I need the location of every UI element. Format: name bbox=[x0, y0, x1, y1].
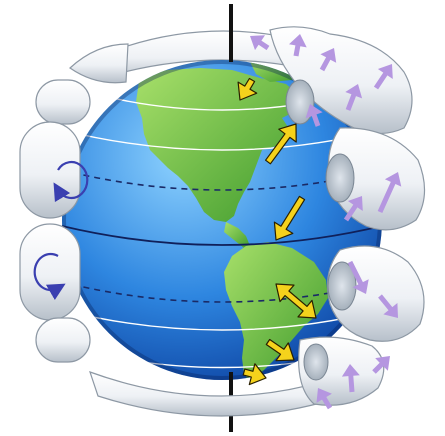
surface-wind-arrows bbox=[237, 77, 317, 386]
rotation-arrow bbox=[33, 252, 66, 301]
circulation-cell bbox=[35, 317, 91, 363]
circulation-arrow bbox=[289, 34, 307, 57]
wind-arrow bbox=[265, 123, 297, 165]
circulation-cell bbox=[69, 43, 129, 84]
circulation-arrow bbox=[372, 356, 390, 374]
circulation-cell bbox=[19, 223, 81, 321]
circulation-arrow bbox=[373, 64, 393, 90]
wind-arrow bbox=[273, 195, 306, 241]
circulation-arrow bbox=[345, 84, 363, 111]
circulation-arrow bbox=[378, 294, 398, 318]
circulation-arrow bbox=[250, 35, 270, 51]
circulation-arrow bbox=[343, 196, 363, 222]
circulation-arrow bbox=[305, 104, 323, 127]
central-america-landmass bbox=[224, 222, 250, 248]
north-america-landmass bbox=[136, 68, 300, 222]
circulation-arrow bbox=[341, 364, 360, 393]
circulation-arrow bbox=[347, 260, 369, 294]
equator-line bbox=[62, 225, 382, 246]
cell-circulation-arrows bbox=[250, 34, 402, 410]
wind-arrow bbox=[237, 77, 258, 101]
circulation-arrow bbox=[377, 172, 402, 213]
circulation-arrow bbox=[319, 48, 337, 72]
rotation-arrows bbox=[33, 160, 89, 301]
wind-arrow bbox=[275, 283, 317, 319]
circulation-cell bbox=[35, 79, 91, 125]
wind-arrow bbox=[265, 338, 295, 362]
rotation-arrow bbox=[53, 160, 89, 203]
circulation-cell bbox=[19, 121, 81, 219]
wind-arrow bbox=[242, 363, 267, 386]
circulation-arrow bbox=[316, 388, 333, 410]
south-america-landmass bbox=[224, 242, 328, 380]
